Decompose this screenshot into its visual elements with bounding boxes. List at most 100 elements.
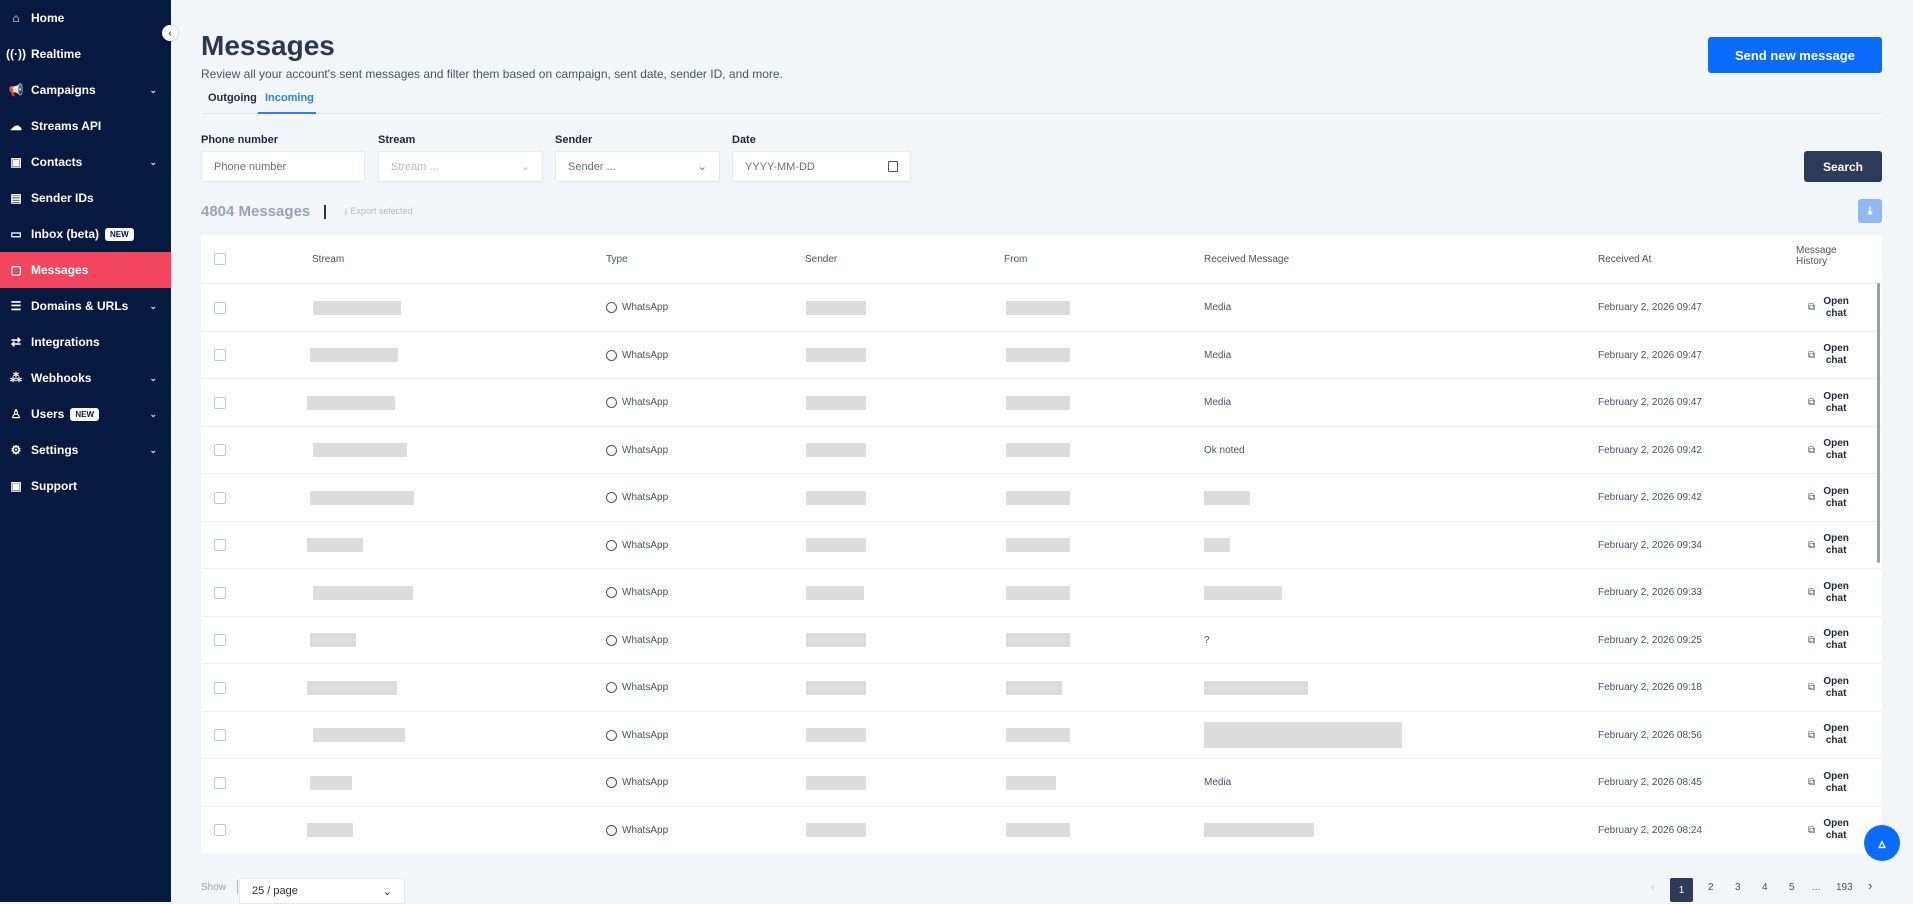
sidebar-item-label: Contacts [31,155,83,169]
collapse-sidebar-button[interactable]: ‹ [162,25,178,41]
sidebar-item-sender-ids[interactable]: ▤ Sender IDs [0,180,171,216]
table-scrollbar[interactable] [1877,283,1880,563]
phone-number-input[interactable]: Phone number [201,151,365,182]
sidebar-item-messages[interactable]: ▢ Messages [0,252,171,288]
received-message-cell [1204,807,1314,854]
row-checkbox[interactable] [214,664,226,711]
prev-page-button[interactable]: ‹ [1651,882,1655,893]
whatsapp-icon [606,824,617,836]
next-page-button[interactable]: › [1868,878,1873,893]
open-chat-button[interactable]: ⧉ Open chat [1808,332,1851,379]
page-193[interactable]: 193 [1836,882,1853,893]
open-chat-label: Open chat [1823,485,1849,509]
sender-cell [806,522,866,569]
open-chat-button[interactable]: ⧉ Open chat [1808,617,1851,664]
checkbox[interactable] [214,634,226,646]
sidebar-item-integrations[interactable]: ⇄ Integrations [0,324,171,360]
type-cell: WhatsApp [606,427,668,474]
chat-icon: ⧉ [1808,682,1816,693]
sidebar-item-campaigns[interactable]: 📢 Campaigns ⌄ [0,72,171,108]
redacted-value [806,775,866,790]
date-input[interactable]: YYYY-MM-DD [732,151,911,182]
export-selected-button[interactable]: ⤓ Export selected [344,206,413,217]
checkbox[interactable] [214,681,226,694]
open-chat-button[interactable]: ⧉ Open chat [1808,379,1851,426]
sidebar-item-inbox-beta[interactable]: ▭ Inbox (beta) NEW [0,216,171,252]
received-message-cell: Media [1204,759,1231,806]
table-row: WhatsApp ? February 2, 2026 09:25 ⧉ Open … [201,615,1882,664]
open-chat-button[interactable]: ⧉ Open chat [1808,522,1851,569]
sender-cell [806,284,866,331]
sender-cell [806,759,866,806]
sidebar-item-settings[interactable]: ⚙ Settings ⌄ [0,432,171,468]
page-size-select[interactable]: 25 / page ⌄ [239,878,405,904]
sidebar-item-contacts[interactable]: ▣ Contacts ⌄ [0,144,171,180]
checkbox[interactable] [214,491,226,504]
checkbox[interactable] [214,539,226,551]
sender-select[interactable]: Sender ... ⌄ [555,151,720,182]
checkbox[interactable] [214,396,226,409]
row-checkbox[interactable] [214,379,226,426]
checkbox[interactable] [214,729,226,741]
checkbox[interactable] [214,444,226,456]
chat-icon: ⧉ [1808,349,1816,361]
help-widget-button[interactable]: ▵ [1864,825,1900,861]
row-checkbox[interactable] [214,332,226,379]
redacted-value [307,538,363,552]
open-chat-button[interactable]: ⧉ Open chat [1808,569,1851,616]
sidebar-item-users[interactable]: ♙ Users NEW ⌄ [0,396,171,432]
open-chat-button[interactable]: ⧉ Open chat [1808,664,1851,711]
chevron-down-icon: ⌄ [382,885,392,898]
search-button[interactable]: Search [1804,151,1882,182]
checkbox[interactable] [214,301,226,314]
row-checkbox[interactable] [214,712,226,759]
open-chat-button[interactable]: ⧉ Open chat [1808,712,1851,759]
page-3[interactable]: 3 [1735,882,1741,893]
page-5[interactable]: 5 [1789,882,1795,893]
row-checkbox[interactable] [214,617,226,664]
open-chat-button[interactable]: ⧉ Open chat [1808,427,1851,474]
whatsapp-icon [606,729,617,741]
row-checkbox[interactable] [214,759,226,806]
checkbox[interactable] [214,252,226,265]
open-chat-button[interactable]: ⧉ Open chat [1808,284,1851,331]
row-checkbox[interactable] [214,427,226,474]
sidebar-item-domains-urls[interactable]: ☰ Domains & URLs ⌄ [0,288,171,324]
checkbox[interactable] [214,776,226,789]
open-chat-button[interactable]: ⧉ Open chat [1808,474,1851,521]
open-chat-button[interactable]: ⧉ Open chat [1808,759,1851,806]
sidebar-item-home[interactable]: ⌂ Home [0,0,171,36]
open-chat-button[interactable]: ⧉ Open chat [1808,807,1851,854]
select-all-checkbox[interactable] [214,235,226,282]
column-header: Type [606,254,628,265]
checkbox[interactable] [214,349,226,361]
page-4[interactable]: 4 [1762,882,1768,893]
tab-incoming[interactable]: Incoming [265,92,314,104]
sidebar-item-support[interactable]: ▣ Support [0,468,171,504]
page-2[interactable]: 2 [1708,882,1714,893]
sidebar-item-streams-api[interactable]: ☁ Streams API [0,108,171,144]
page-1[interactable]: 1 [1670,878,1693,902]
table-row: WhatsApp Ok noted February 2, 2026 09:42… [201,425,1882,474]
checkbox[interactable] [214,586,226,599]
row-checkbox[interactable] [214,569,226,616]
whatsapp-icon [606,682,617,693]
row-checkbox[interactable] [214,522,226,569]
message-text: ? [1204,634,1210,646]
stream-select[interactable]: Stream ... ⌄ [378,151,543,182]
row-checkbox[interactable] [214,807,226,854]
chat-icon: ⧉ [1808,444,1816,456]
checkbox[interactable] [214,824,226,836]
send-new-message-button[interactable]: Send new message [1708,37,1882,73]
chat-icon: ⧉ [1808,492,1816,503]
calendar-icon[interactable] [888,161,898,172]
sidebar-item-webhooks[interactable]: ⁂ Webhooks ⌄ [0,360,171,396]
sidebar-item-realtime[interactable]: ((·)) Realtime [0,36,171,72]
from-cell [1006,759,1056,806]
tab-outgoing[interactable]: Outgoing [208,92,257,104]
type-label: WhatsApp [622,587,669,598]
row-checkbox[interactable] [214,284,226,331]
chat-icon: ⧉ [1808,777,1816,788]
download-button[interactable]: ⤓ [1858,199,1882,223]
row-checkbox[interactable] [214,474,226,521]
